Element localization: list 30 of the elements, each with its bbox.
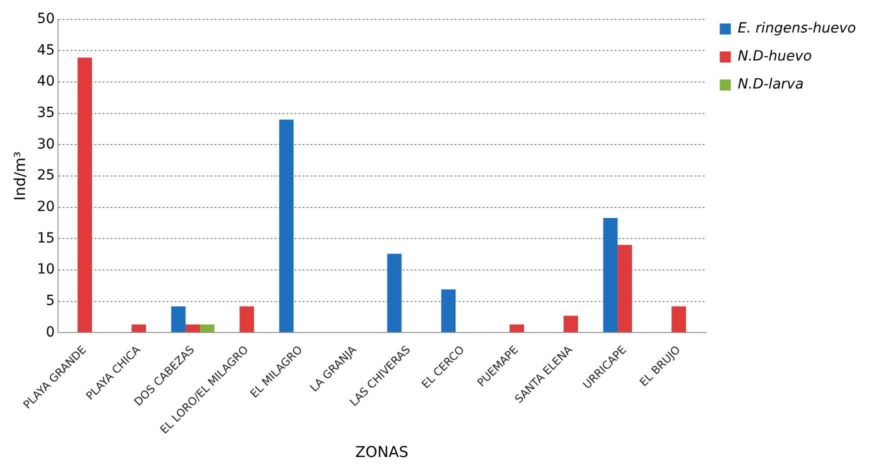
y-tick-label: 5 [46,292,55,309]
bar [603,218,618,332]
y-tick-label: 25 [36,168,55,184]
x-axis-title: ZONAS [355,442,408,461]
bar [387,254,402,332]
bar [441,289,456,332]
y-tick-label: 35 [36,105,55,122]
legend-label: N.D-huevo [738,48,812,65]
bar [171,306,186,332]
bar [78,58,92,332]
bar [186,324,200,332]
y-tick-label: 40 [36,74,55,90]
y-tick-label: 30 [36,136,55,152]
bar [672,306,686,332]
y-axis-title: Ind/m³ [10,151,29,201]
bar [279,120,294,332]
bar [564,316,578,332]
y-tick-label: 50 [36,11,55,28]
bar [132,324,146,332]
legend-label: E. ringens-huevo [738,20,856,37]
legend-label: N.D-larva [738,76,804,93]
y-tick-label: 10 [36,262,55,278]
bar [510,324,524,332]
y-tick-label: 20 [36,198,55,215]
y-tick-label: 15 [36,230,55,246]
bar [240,306,254,332]
y-tick-label: 45 [36,42,55,58]
bar [618,244,632,332]
bar [200,324,214,332]
y-tick-label: 0 [46,324,55,340]
